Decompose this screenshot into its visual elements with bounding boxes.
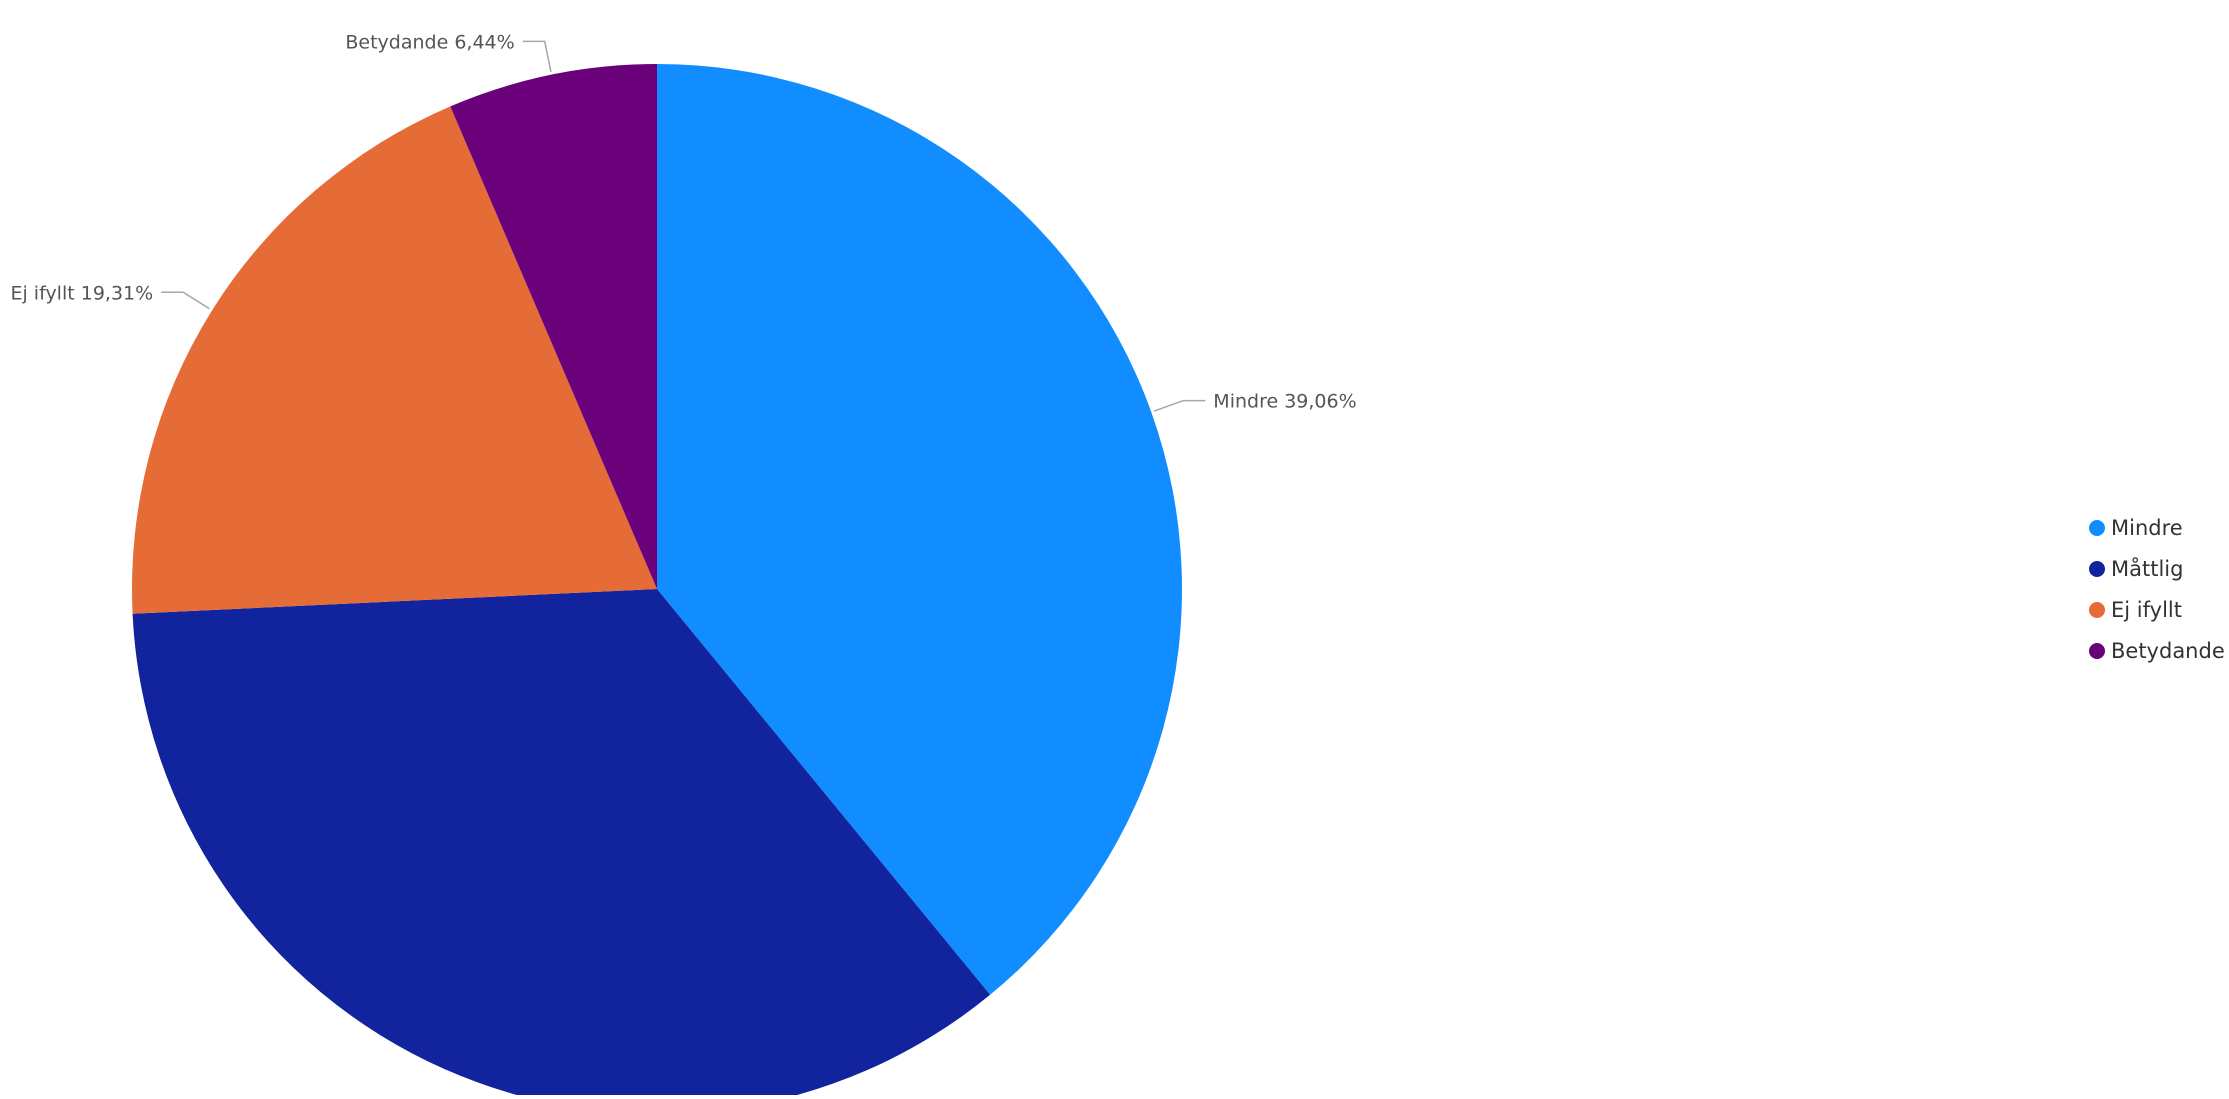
leader-line-mindre — [1153, 399, 1206, 412]
data-label-ej-ifyllt: Ej ifyllt 19,31% — [10, 282, 153, 304]
pie-labels: Mindre 39,06% Ej ifyllt 19,31% Betydande 6… — [10, 31, 1356, 412]
legend-label-ej-ifyllt: Ej ifyllt — [2111, 598, 2182, 622]
legend-item-mattlig[interactable]: Måttlig — [2089, 556, 2183, 581]
leader-line-betydande — [522, 40, 552, 72]
pie-slice-mindre[interactable] — [657, 64, 1183, 995]
leader-line-ej-ifyllt — [161, 291, 210, 310]
legend-item-betydande[interactable]: Betydande — [2089, 639, 2225, 663]
legend-marker-betydande — [2089, 643, 2105, 659]
legend-item-ej-ifyllt[interactable]: Ej ifyllt — [2089, 598, 2182, 622]
legend-marker-ej-ifyllt — [2089, 602, 2105, 618]
pie-slice-mattlig[interactable] — [132, 589, 991, 1099]
pie-slice-ej-ifyllt[interactable] — [131, 106, 657, 614]
pie-slices — [131, 64, 1183, 1099]
legend: Mindre Måttlig Ej ifyllt Betydande — [2089, 516, 2225, 663]
legend-label-mindre: Mindre — [2111, 516, 2183, 540]
data-label-betydande: Betydande 6,44% — [345, 31, 514, 53]
legend-item-mindre[interactable]: Mindre — [2089, 516, 2183, 540]
legend-marker-mindre — [2089, 520, 2105, 536]
legend-label-betydande: Betydande — [2111, 639, 2225, 663]
data-label-mindre: Mindre 39,06% — [1213, 391, 1356, 413]
legend-label-mattlig: Måttlig — [2111, 556, 2183, 581]
pie-slice-betydande[interactable] — [450, 64, 657, 589]
legend-marker-mattlig — [2089, 561, 2105, 577]
